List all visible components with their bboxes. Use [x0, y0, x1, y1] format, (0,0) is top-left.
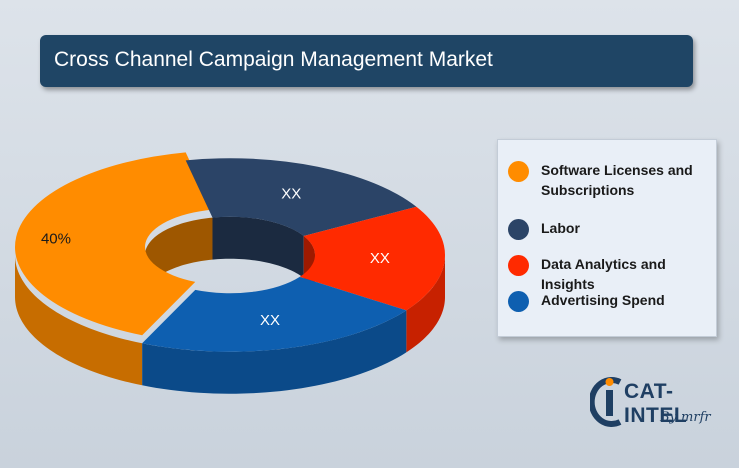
- data-label-0: 40%: [41, 231, 71, 248]
- slice-2: [299, 206, 445, 311]
- data-label-3: XX: [260, 312, 280, 329]
- data-label-1: XX: [281, 185, 301, 202]
- legend-label: Software Licenses and Subscriptions: [541, 162, 693, 198]
- legend-item-labor: Labor: [508, 218, 716, 240]
- slice-inner-wall: [145, 217, 213, 297]
- logo-icon: [590, 377, 622, 427]
- legend-label: Labor: [541, 220, 580, 236]
- logo-subtitle: By mrfr: [660, 410, 711, 425]
- logo-name: CAT-INTEL: [624, 380, 688, 427]
- slice-1: [185, 158, 417, 236]
- legend-marker: [508, 161, 529, 182]
- legend-label: Advertising Spend: [541, 292, 665, 308]
- slice-inner-wall: [212, 216, 304, 278]
- title-bar: Cross Channel Campaign Management Market: [40, 35, 693, 87]
- cat-intel-logo: CAT-INTEL By mrfr: [590, 370, 730, 440]
- legend-marker: [508, 219, 529, 240]
- legend-marker: [508, 255, 529, 276]
- slice-side-wall: [15, 255, 143, 386]
- slice-side-wall: [142, 310, 407, 394]
- legend: Software Licenses and Subscriptions Labo…: [497, 139, 717, 337]
- slice-0: [15, 152, 213, 336]
- legend-item-software: Software Licenses and Subscriptions: [508, 160, 716, 200]
- legend-item-advertising: Advertising Spend: [508, 290, 716, 312]
- donut-slices: 40% XX XX XX: [15, 152, 445, 394]
- slice-side-wall: [406, 255, 445, 353]
- data-label-2: XX: [370, 250, 390, 267]
- legend-item-data-analytics: Data Analytics and Insights: [508, 254, 716, 294]
- chart-title: Cross Channel Campaign Management Market: [54, 48, 493, 71]
- legend-marker: [508, 291, 529, 312]
- slice-3: [142, 276, 407, 352]
- donut-chart: 40% XX XX XX: [15, 152, 445, 394]
- legend-label: Data Analytics and Insights: [541, 256, 666, 292]
